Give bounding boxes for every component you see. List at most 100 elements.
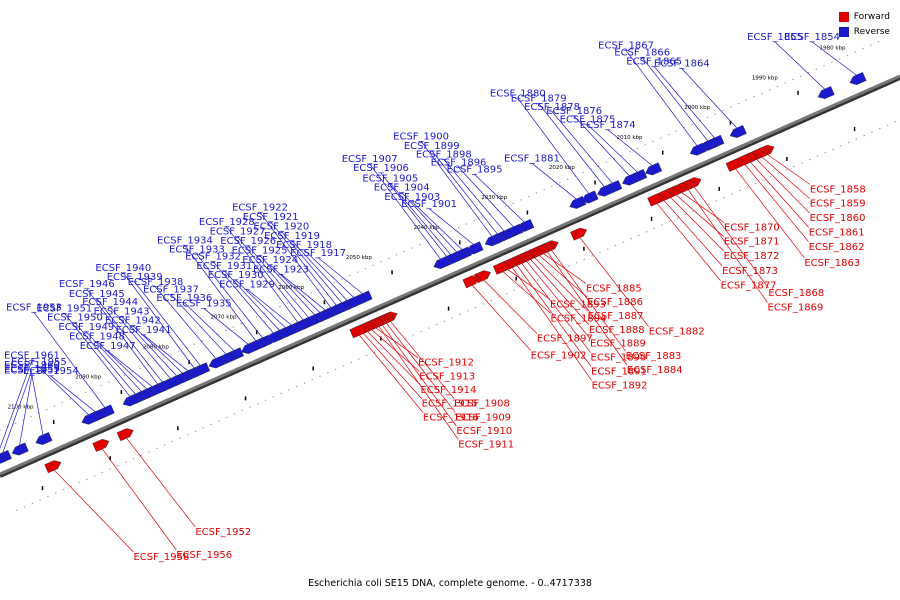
reverse-gene-label: ECSF_1881 [504,153,560,164]
forward-gene-label: ECSF_1883 [626,351,682,362]
reverse-gene-label: ECSF_1855 [747,32,803,43]
tick-mark [786,156,788,161]
reverse-gene-label: ECSF_1955 [11,357,67,368]
forward-gene-label: ECSF_1890 [591,352,647,363]
reverse-leader-line [170,294,227,355]
axis-shadow [0,76,900,478]
tick-mark [380,336,382,341]
reverse-leader-line [412,201,463,251]
tick-mark [583,246,585,251]
forward-leader-line [53,469,134,553]
reverse-gene-label: ECSF_1898 [416,150,472,161]
forward-leader-line [744,163,809,243]
reverse-leader-line [270,264,321,314]
tick-mark [729,120,732,125]
reverse-leader-line [64,313,131,398]
forward-gene-label: ECSF_1902 [531,351,587,362]
forward-gene-label: ECSF_1873 [722,266,778,277]
reverse-leader-line [420,141,493,238]
ecsf-1961-arrow [0,452,7,464]
forward-gene-label: ECSF_1868 [768,288,824,299]
label-leader-lines [0,41,858,553]
reverse-gene-label: ECSF_1949 [58,322,114,333]
ecsf-1855-arrow [817,86,835,100]
tick-mark [650,216,653,221]
legend-label-forward: Forward [853,11,890,22]
forward-leader-line [362,332,422,399]
reverse-leader-line [517,98,590,195]
tick-mark [594,180,596,185]
reverse-swatch [838,26,849,37]
reverse-gene-label: ECSF_1936 [156,293,212,304]
tick-mark [458,240,461,245]
kbp-tick-label: 2030 kbp [481,195,507,201]
legend-label-reverse: Reverse [853,26,890,37]
reverse-leader-line [431,150,499,235]
reverse-leader-line [143,334,189,372]
tick-mark [323,300,326,305]
forward-leader-line [755,158,810,214]
reverse-gene-label: ECSF_1933 [169,245,225,256]
forward-gene-label: ECSF_1887 [588,311,644,322]
tick-mark [177,426,179,431]
reverse-gene-label: ECSF_1925 [232,245,288,256]
forward-gene-label: ECSF_1956 [176,550,232,561]
forward-swatch [838,11,849,22]
reverse-gene-label: ECSF_1903 [384,192,440,203]
reverse-gene-label: ECSF_1957 [4,366,60,377]
forward-leader-line [669,196,724,252]
forward-gene-label: ECSF_1884 [627,365,683,376]
forward-gene-label: ECSF_1861 [809,228,865,239]
forward-gene-label: ECSF_1888 [589,325,645,336]
forward-leader-line [125,437,196,528]
reverse-leader-line [390,183,452,256]
reverse-leader-line [19,374,33,447]
forward-leader-line [511,266,592,381]
reverse-leader-line [74,322,137,395]
tick-mark [447,306,450,311]
kbp-tick-label: 2050 kbp [346,255,372,261]
reverse-leader-line [0,360,33,449]
reverse-gene-label: ECSF_1961 [4,350,60,361]
reverse-leader-line [280,274,327,311]
ecsf-1863-arrow [725,158,743,172]
forward-leader-line [542,252,587,284]
strand-legend: Forward Reverse [838,9,890,39]
forward-gene-label: ECSF_1915 [422,399,478,410]
reverse-gene-label: ECSF_1927 [210,227,266,238]
forward-leader-line [506,268,551,300]
kbp-tick-label: 2090 kbp [75,375,101,381]
reverse-gene-label: ECSF_1944 [82,297,138,308]
kbp-scale: 1980 kbp 1990 kbp 2000 kbp 2010 kbp 2020 kbp… [0,38,900,512]
axis-line [0,74,900,476]
forward-gene-label: ECSF_1897 [537,334,593,345]
reverse-gene-label: ECSF_1938 [128,277,184,288]
forward-gene-label: ECSF_1910 [456,426,512,437]
forward-gene-label: ECSF_1891 [591,366,647,377]
reverse-leader-line [224,270,281,332]
reverse-leader-line [625,50,698,147]
tick-mark [255,330,258,335]
reverse-leader-line [134,281,202,367]
reverse-leader-line [654,66,716,139]
reverse-leader-line [248,245,310,319]
reverse-leader-line [587,124,639,173]
reverse-gene-label: ECSF_1960 [4,360,60,371]
reverse-leader-line [226,226,299,324]
reverse-leader-line [607,129,653,167]
reverse-leader-line [681,68,738,129]
tick-mark [718,186,720,191]
reverse-gene-label: ECSF_1947 [80,341,136,352]
forward-gene-label: ECSF_1858 [810,184,866,195]
reverse-gene-label: ECSF_1932 [185,252,241,263]
reverse-leader-line [86,288,159,385]
reverse-gene-label: ECSF_1864 [654,59,710,70]
forward-leader-line [483,279,538,334]
forward-leader-line [675,194,725,237]
reverse-gene-label: ECSF_1943 [94,306,150,317]
reverse-gene-label: ECSF_1895 [447,164,503,175]
forward-leader-line [389,320,455,399]
reverse-leader-line [401,192,458,253]
reverse-gene-label: ECSF_1917 [290,248,346,259]
